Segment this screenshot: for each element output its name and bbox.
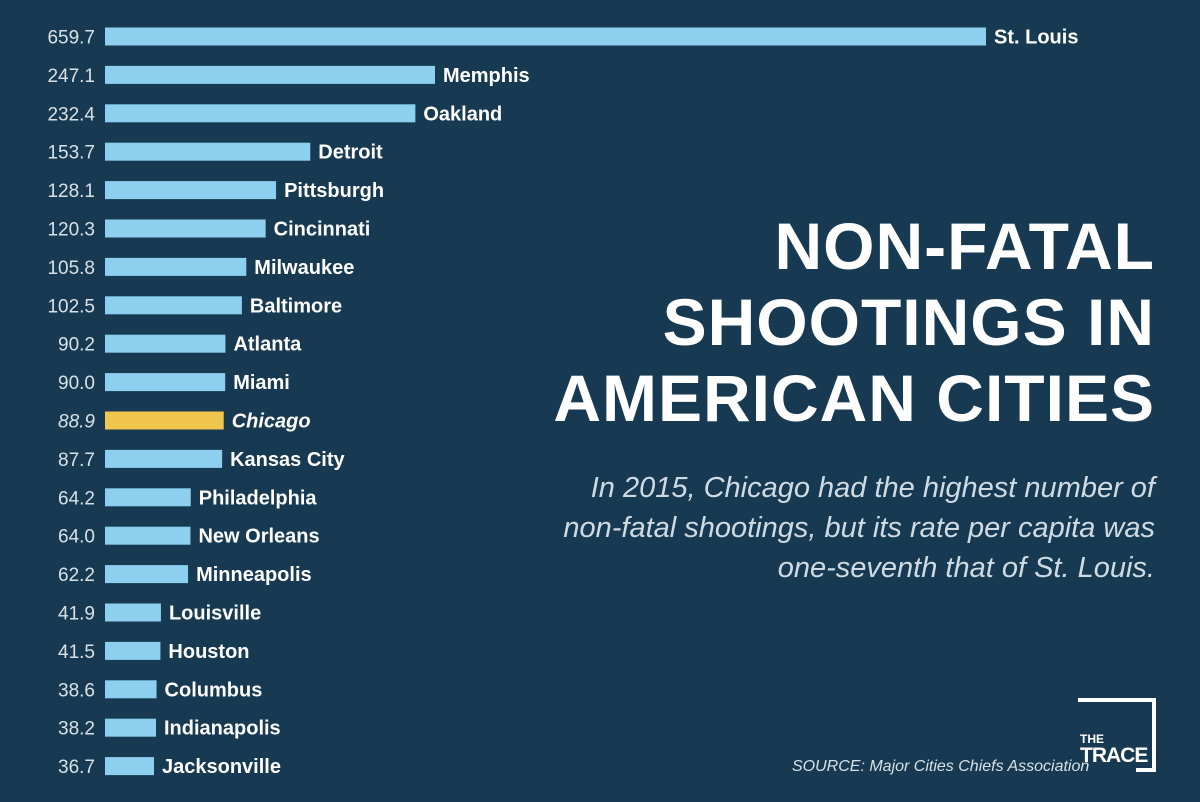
- bar-louisville: [105, 603, 161, 622]
- value-label: 38.2: [58, 719, 95, 740]
- value-label: 247.1: [47, 66, 95, 87]
- logo-frame-right: [1152, 698, 1156, 772]
- category-label: Detroit: [318, 142, 383, 164]
- value-label: 87.7: [58, 450, 95, 471]
- title-line-3: AMERICAN CITIES: [553, 361, 1155, 435]
- value-label: 659.7: [47, 28, 95, 49]
- value-label: 62.2: [58, 565, 95, 586]
- value-label: 38.6: [58, 680, 95, 701]
- category-label: Houston: [168, 641, 249, 663]
- value-label: 153.7: [47, 143, 95, 164]
- value-label: 88.9: [58, 412, 95, 433]
- subtitle-line-1: In 2015, Chicago had the highest number …: [590, 472, 1155, 504]
- category-label: Columbus: [165, 679, 263, 701]
- chart-title: NON-FATAL SHOOTINGS IN AMERICAN CITIES: [535, 208, 1155, 436]
- bar-kansas-city: [105, 449, 223, 468]
- title-line-2: SHOOTINGS IN: [662, 285, 1155, 359]
- category-label: Atlanta: [233, 334, 302, 356]
- bar-milwaukee: [105, 257, 247, 276]
- logo-text-bottom: TRACE: [1080, 744, 1148, 767]
- bar-oakland: [105, 104, 416, 123]
- value-label: 102.5: [47, 296, 95, 317]
- bar-new-orleans: [105, 526, 191, 545]
- value-label: 41.5: [58, 642, 95, 663]
- chart-subtitle: In 2015, Chicago had the highest number …: [515, 468, 1155, 588]
- source-note: SOURCE: Major Cities Chiefs Association: [792, 758, 1090, 775]
- bar-miami: [105, 373, 226, 392]
- category-label: Indianapolis: [164, 718, 281, 740]
- bar-pittsburgh: [105, 181, 277, 200]
- category-label: New Orleans: [198, 526, 319, 548]
- value-label: 90.2: [58, 335, 95, 356]
- value-label: 41.9: [58, 604, 95, 625]
- category-label: Louisville: [169, 603, 261, 625]
- value-label: 90.0: [58, 373, 95, 394]
- bar-st-louis: [105, 27, 986, 46]
- bar-baltimore: [105, 296, 242, 315]
- value-label: 232.4: [47, 104, 95, 125]
- category-label: Baltimore: [250, 295, 342, 317]
- category-label: Philadelphia: [199, 487, 318, 509]
- value-label: 64.2: [58, 488, 95, 509]
- bar-philadelphia: [105, 488, 191, 507]
- category-label: Memphis: [443, 65, 530, 87]
- category-label: Minneapolis: [196, 564, 312, 586]
- value-label: 64.0: [58, 527, 95, 548]
- category-label: Cincinnati: [274, 219, 371, 241]
- category-label: Kansas City: [230, 449, 345, 471]
- subtitle-line-2: non-fatal shootings, but its rate per ca…: [563, 512, 1155, 544]
- bar-jacksonville: [105, 757, 155, 776]
- category-label: Pittsburgh: [284, 180, 384, 202]
- bar-memphis: [105, 65, 435, 84]
- logo-frame-top: [1078, 698, 1156, 702]
- value-label: 128.1: [47, 181, 95, 202]
- value-label: 120.3: [47, 220, 95, 241]
- value-label: 36.7: [58, 757, 95, 778]
- category-label: Jacksonville: [162, 756, 281, 778]
- logo-frame-bottom: [1136, 768, 1156, 772]
- logo-text-top: THE: [1080, 732, 1104, 746]
- the-trace-logo: THE TRACE: [1078, 698, 1156, 772]
- bar-columbus: [105, 680, 157, 699]
- category-label: Oakland: [423, 103, 502, 125]
- subtitle-line-3: one-seventh that of St. Louis.: [777, 552, 1155, 584]
- bar-minneapolis: [105, 565, 189, 584]
- bar-houston: [105, 641, 161, 660]
- category-label: Milwaukee: [254, 257, 354, 279]
- bar-atlanta: [105, 334, 226, 353]
- category-label: Miami: [233, 372, 290, 394]
- category-label: St. Louis: [994, 27, 1078, 49]
- bar-chicago: [105, 411, 224, 430]
- category-label: Chicago: [232, 411, 311, 433]
- value-label: 105.8: [47, 258, 95, 279]
- bar-detroit: [105, 142, 311, 161]
- bar-indianapolis: [105, 718, 157, 737]
- title-line-1: NON-FATAL: [774, 209, 1155, 283]
- bar-cincinnati: [105, 219, 266, 238]
